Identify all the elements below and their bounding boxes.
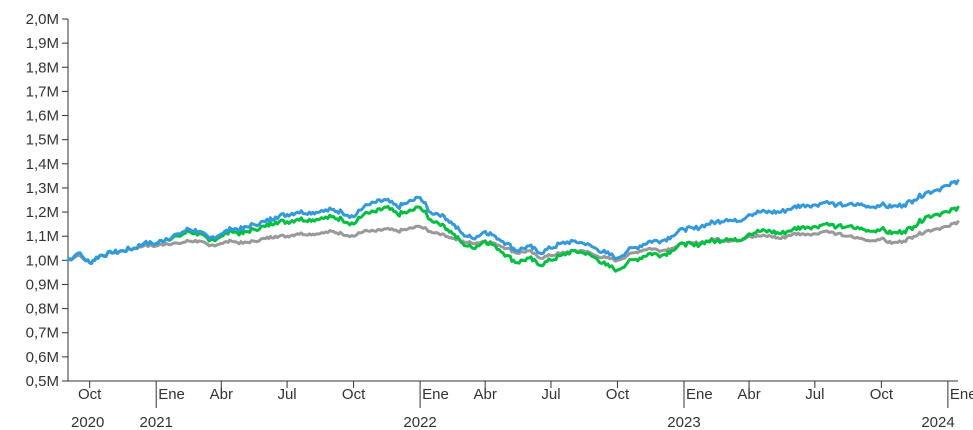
y-tick-label: 1,1M bbox=[26, 228, 59, 245]
x-tick-label: Jul bbox=[277, 386, 296, 403]
y-tick-label: 1,8M bbox=[26, 59, 59, 76]
x-axis: Oct 2020 Ene 2021 Abr Jul Oct Ene 2022 Abr Jul Oct E… bbox=[68, 380, 973, 430]
y-tick-label: 0,9M bbox=[26, 276, 59, 293]
x-year-label: 2021 bbox=[140, 414, 173, 430]
x-year-label: 2023 bbox=[667, 414, 700, 430]
y-tick-label: 1,5M bbox=[26, 132, 59, 149]
y-tick-label: 1,4M bbox=[26, 156, 59, 173]
x-tick-label: Oct bbox=[606, 386, 630, 403]
series-layer bbox=[66, 179, 960, 273]
y-tick-label: 1,0M bbox=[26, 252, 59, 269]
x-tick-label: Oct bbox=[870, 386, 894, 403]
x-tick-label: Ene bbox=[158, 386, 185, 403]
y-tick-label: 1,6M bbox=[26, 108, 59, 125]
y-tick-label: 2,0M bbox=[26, 11, 59, 28]
series-line-3 bbox=[66, 179, 960, 266]
x-year-label: 2024 bbox=[921, 414, 954, 430]
y-tick-label: 1,9M bbox=[26, 35, 59, 52]
y-tick-label: 0,5M bbox=[26, 373, 59, 390]
x-tick-label: Abr bbox=[473, 386, 496, 403]
x-tick-label: Ene bbox=[950, 386, 973, 403]
y-tick-label: 1,7M bbox=[26, 83, 59, 100]
y-tick-label: 0,8M bbox=[26, 301, 59, 318]
x-tick-label: Oct bbox=[78, 386, 102, 403]
x-tick-label: Ene bbox=[686, 386, 713, 403]
x-tick-label: Jul bbox=[805, 386, 824, 403]
y-tick-label: 1,2M bbox=[26, 204, 59, 221]
y-tick-label: 0,6M bbox=[26, 349, 59, 366]
x-tick-label: Oct bbox=[342, 386, 366, 403]
series-line-2 bbox=[66, 204, 960, 273]
x-tick-label: Jul bbox=[541, 386, 560, 403]
x-year-label: 2022 bbox=[403, 414, 436, 430]
x-tick-label: Ene bbox=[422, 386, 449, 403]
y-axis: 0,5M 0,6M 0,7M 0,8M 0,9M 1,0M 1,1M 1,2M 1,3M 1,4M… bbox=[26, 11, 69, 390]
series-line-1 bbox=[66, 220, 960, 265]
x-tick-label: Abr bbox=[737, 386, 760, 403]
y-tick-label: 1,3M bbox=[26, 180, 59, 197]
x-year-label: 2020 bbox=[71, 414, 104, 430]
y-tick-label: 0,7M bbox=[26, 325, 59, 342]
x-tick-label: Abr bbox=[210, 386, 233, 403]
